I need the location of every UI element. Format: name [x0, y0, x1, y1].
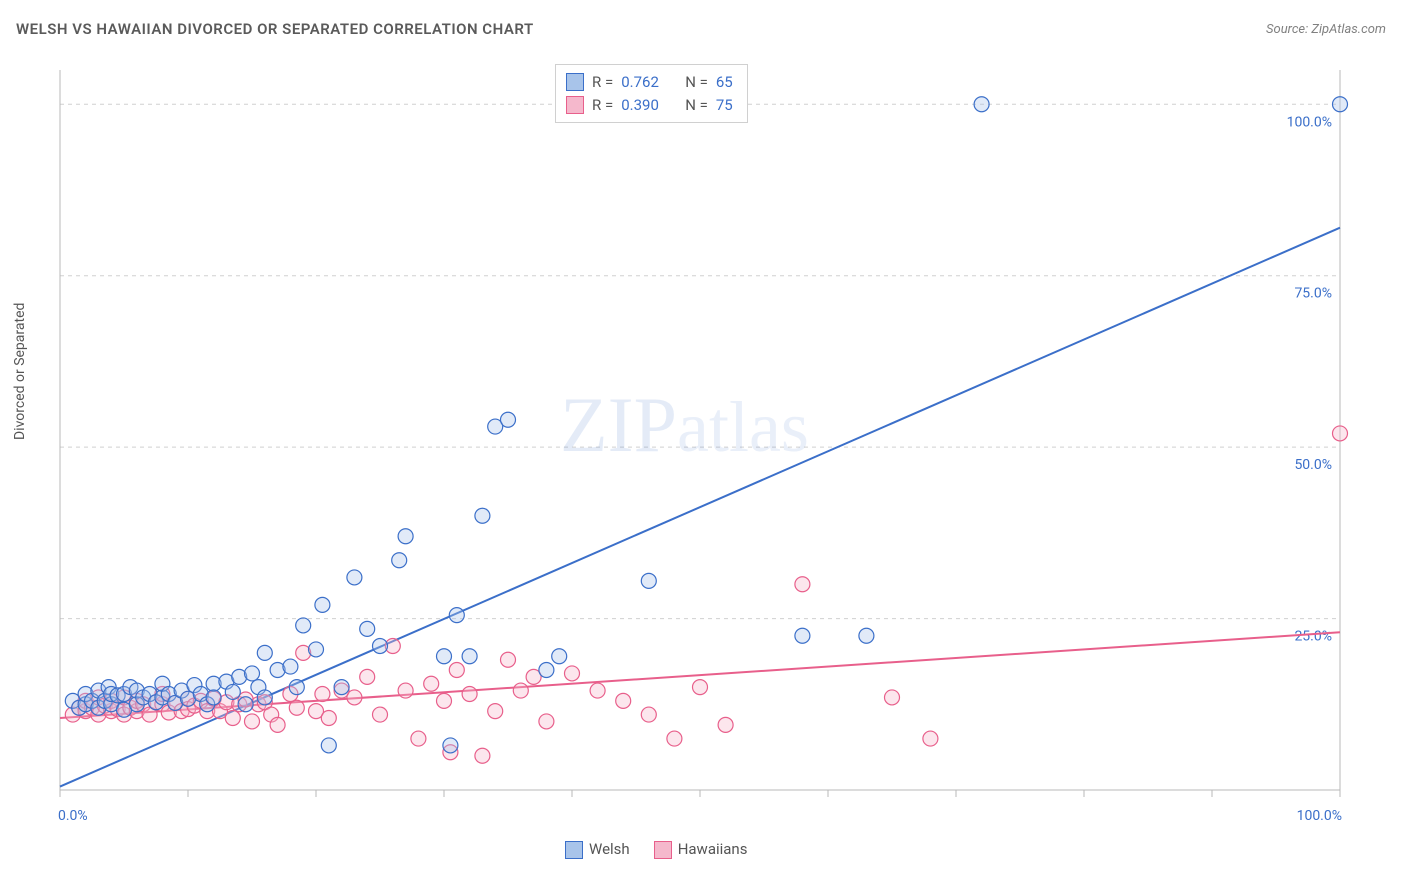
legend-swatch	[566, 73, 584, 91]
r-value: 0.390	[621, 94, 671, 117]
legend-row: R = 0.762 N = 65	[566, 71, 733, 94]
scatter-plot: 25.0% 50.0% 75.0% 100.0% 0.0% 100.0%	[50, 60, 1370, 830]
correlation-legend: R = 0.762 N = 65 R = 0.390 N = 75	[555, 64, 748, 123]
n-value: 75	[716, 94, 733, 117]
r-label: R =	[592, 71, 613, 94]
legend-label: Hawaiians	[678, 840, 748, 858]
n-label: N =	[685, 94, 708, 117]
svg-text:100.0%: 100.0%	[1287, 114, 1332, 130]
chart-title: WELSH VS HAWAIIAN DIVORCED OR SEPARATED …	[16, 20, 534, 38]
legend-item: Welsh	[565, 840, 630, 859]
r-label: R =	[592, 94, 613, 117]
svg-text:50.0%: 50.0%	[1294, 457, 1332, 473]
source-attribution: Source: ZipAtlas.com	[1266, 22, 1386, 37]
series-legend: Welsh Hawaiians	[565, 840, 747, 859]
legend-swatch	[654, 841, 672, 859]
n-label: N =	[685, 71, 708, 94]
legend-row: R = 0.390 N = 75	[566, 94, 733, 117]
legend-label: Welsh	[589, 840, 630, 858]
y-axis-label: Divorced or Separated	[12, 303, 28, 440]
legend-item: Hawaiians	[654, 840, 748, 859]
legend-swatch	[566, 96, 584, 114]
n-value: 65	[716, 71, 733, 94]
svg-text:25.0%: 25.0%	[1294, 629, 1332, 645]
svg-text:0.0%: 0.0%	[58, 808, 88, 824]
r-value: 0.762	[621, 71, 671, 94]
svg-text:100.0%: 100.0%	[1297, 808, 1342, 824]
svg-text:75.0%: 75.0%	[1294, 286, 1332, 302]
legend-swatch	[565, 841, 583, 859]
